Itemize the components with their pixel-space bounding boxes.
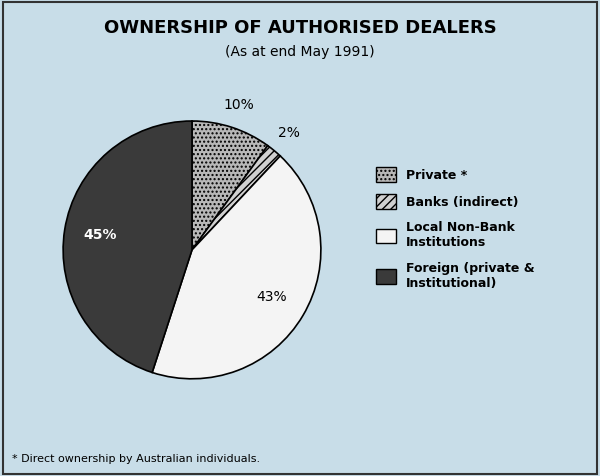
Wedge shape <box>192 121 268 250</box>
Text: * Direct ownership by Australian individuals.: * Direct ownership by Australian individ… <box>12 454 260 464</box>
Text: 45%: 45% <box>83 228 117 242</box>
Wedge shape <box>63 121 192 373</box>
Legend: Private *, Banks (indirect), Local Non-Bank
Institutions, Foreign (private &
Ins: Private *, Banks (indirect), Local Non-B… <box>372 164 538 293</box>
Text: 10%: 10% <box>224 98 254 112</box>
Text: 2%: 2% <box>278 126 300 140</box>
Wedge shape <box>152 156 321 379</box>
Text: OWNERSHIP OF AUTHORISED DEALERS: OWNERSHIP OF AUTHORISED DEALERS <box>104 19 496 37</box>
Text: 43%: 43% <box>257 290 287 304</box>
Wedge shape <box>192 146 280 250</box>
Text: (As at end May 1991): (As at end May 1991) <box>225 45 375 59</box>
